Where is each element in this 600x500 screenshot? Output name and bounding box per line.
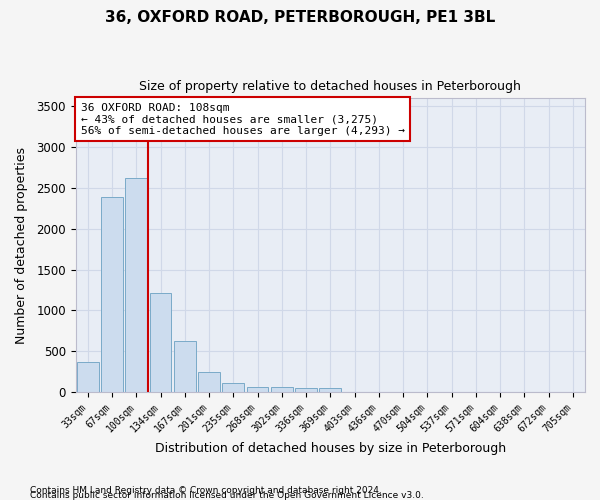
Bar (319, 388, 341, 392)
Text: Contains public sector information licensed under the Open Government Licence v3: Contains public sector information licen… (30, 490, 424, 500)
Bar (198, 372, 220, 392)
Text: 36, OXFORD ROAD, PETERBOROUGH, PE1 3BL: 36, OXFORD ROAD, PETERBOROUGH, PE1 3BL (105, 10, 495, 25)
Text: 36 OXFORD ROAD: 108sqm
← 43% of detached houses are smaller (3,275)
56% of semi-: 36 OXFORD ROAD: 108sqm ← 43% of detached… (81, 102, 405, 136)
Bar (223, 384, 244, 392)
Bar (101, 197, 123, 392)
Bar (174, 342, 196, 392)
Bar (271, 388, 293, 392)
Bar (295, 388, 317, 392)
Bar (247, 386, 268, 392)
Title: Size of property relative to detached houses in Peterborough: Size of property relative to detached ho… (139, 80, 521, 93)
Bar (125, 178, 147, 392)
Text: Contains HM Land Registry data © Crown copyright and database right 2024.: Contains HM Land Registry data © Crown c… (30, 486, 382, 495)
Bar (149, 294, 172, 392)
X-axis label: Distribution of detached houses by size in Peterborough: Distribution of detached houses by size … (155, 442, 506, 455)
Y-axis label: Number of detached properties: Number of detached properties (15, 146, 28, 344)
Bar (77, 362, 99, 392)
